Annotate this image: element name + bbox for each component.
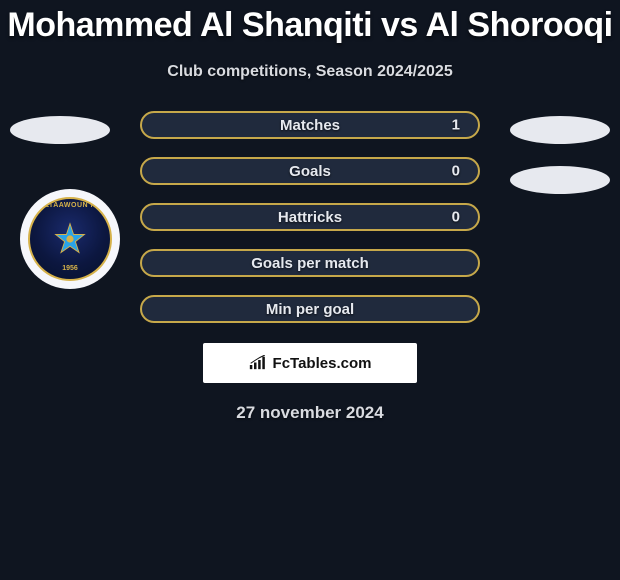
stat-value: 0 [452, 209, 460, 226]
player2-avatar-placeholder [510, 116, 610, 144]
stat-value: 0 [452, 163, 460, 180]
stat-row-hattricks: Hattricks 0 [140, 203, 480, 231]
stat-label: Goals [289, 163, 331, 180]
stat-row-matches: Matches 1 [140, 111, 480, 139]
page-title: Mohammed Al Shanqiti vs Al Shorooqi [0, 0, 620, 45]
comparison-content: ALTAAWOUN FC 1956 Matches 1 Goals 0 Hatt… [0, 111, 620, 423]
player1-club-badge: ALTAAWOUN FC 1956 [20, 189, 120, 289]
player2-club-placeholder [510, 166, 610, 194]
stat-row-goals-per-match: Goals per match [140, 249, 480, 277]
page-subtitle: Club competitions, Season 2024/2025 [0, 63, 620, 81]
stat-row-goals: Goals 0 [140, 157, 480, 185]
club-badge-ball-icon [52, 221, 88, 257]
stat-value: 1 [452, 117, 460, 134]
stat-label: Hattricks [278, 209, 342, 226]
date-text: 27 november 2024 [0, 403, 620, 423]
stat-label: Matches [280, 117, 340, 134]
stat-label: Goals per match [251, 255, 369, 272]
stat-label: Min per goal [266, 301, 354, 318]
stat-rows: Matches 1 Goals 0 Hattricks 0 Goals per … [140, 111, 480, 323]
brand-box[interactable]: FcTables.com [203, 343, 417, 383]
brand-text: FcTables.com [273, 355, 372, 372]
club-badge-shield: ALTAAWOUN FC 1956 [28, 197, 112, 281]
chart-icon [249, 355, 269, 371]
stat-row-min-per-goal: Min per goal [140, 295, 480, 323]
club-badge-year: 1956 [30, 265, 110, 272]
player1-avatar-placeholder [10, 116, 110, 144]
club-badge-name: ALTAAWOUN FC [30, 202, 110, 209]
